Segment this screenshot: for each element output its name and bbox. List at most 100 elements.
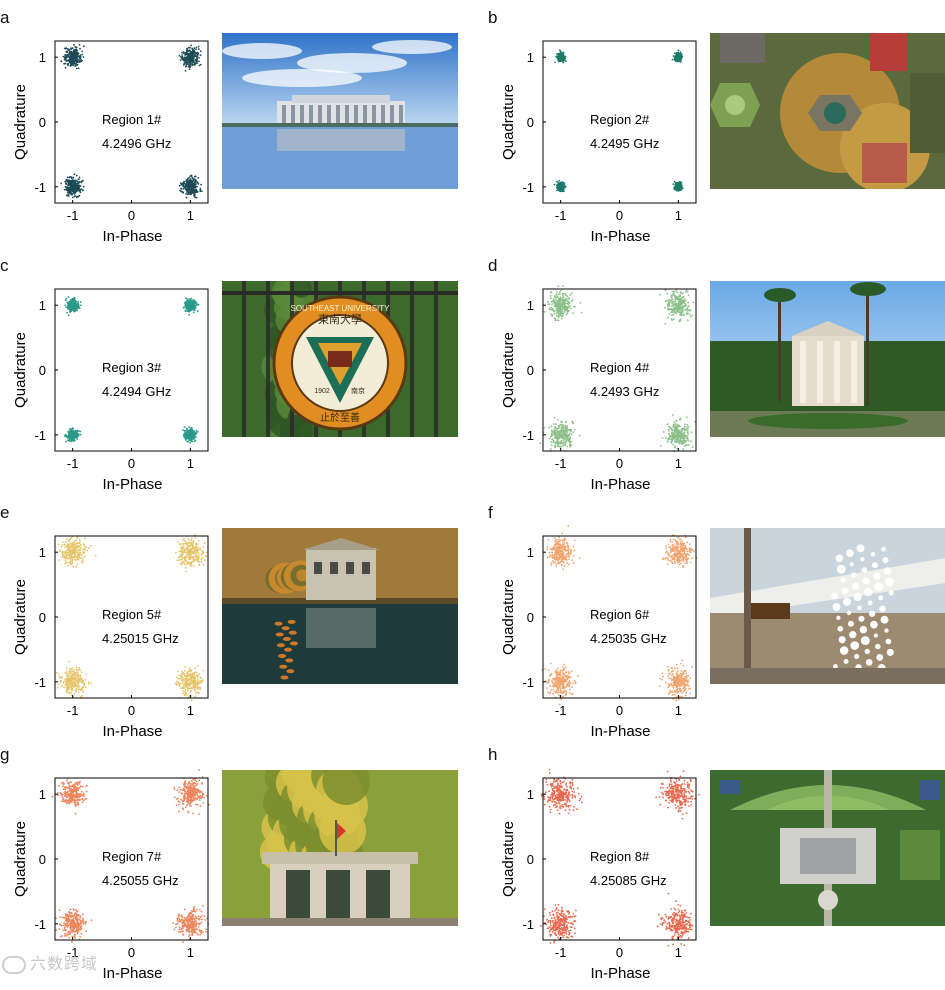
data-point bbox=[201, 553, 203, 555]
data-point bbox=[87, 550, 89, 552]
data-point bbox=[569, 294, 571, 296]
data-point bbox=[674, 52, 676, 54]
data-point bbox=[564, 444, 566, 446]
data-point bbox=[676, 420, 678, 422]
data-point bbox=[562, 428, 564, 430]
data-point bbox=[686, 416, 688, 418]
data-point bbox=[193, 191, 195, 193]
data-point bbox=[73, 432, 75, 434]
data-point bbox=[665, 437, 667, 439]
data-point bbox=[198, 183, 200, 185]
data-point bbox=[80, 59, 82, 61]
photo-drawing bbox=[710, 281, 945, 437]
data-point bbox=[561, 188, 563, 190]
data-point bbox=[679, 185, 681, 187]
data-point bbox=[191, 427, 193, 429]
data-point bbox=[551, 434, 553, 436]
data-point bbox=[204, 559, 206, 561]
data-point bbox=[194, 441, 196, 443]
data-point bbox=[79, 549, 81, 551]
data-point bbox=[64, 546, 66, 548]
data-point bbox=[677, 303, 679, 305]
y-tick-label: 0 bbox=[527, 115, 534, 130]
data-point bbox=[200, 188, 202, 190]
data-point bbox=[66, 691, 68, 693]
data-point bbox=[77, 301, 79, 303]
y-axis-label: Quadrature bbox=[12, 332, 29, 408]
data-point bbox=[565, 433, 567, 435]
data-point bbox=[66, 538, 68, 540]
data-point bbox=[550, 307, 552, 309]
x-tick-label: 0 bbox=[616, 456, 623, 471]
data-point bbox=[75, 55, 77, 57]
data-point bbox=[685, 434, 687, 436]
data-point bbox=[186, 179, 188, 181]
data-point bbox=[90, 545, 92, 547]
data-point bbox=[659, 294, 661, 296]
data-point bbox=[74, 173, 76, 175]
data-point bbox=[671, 429, 673, 431]
data-point bbox=[187, 63, 189, 65]
data-point bbox=[194, 47, 196, 49]
data-point bbox=[188, 314, 190, 316]
data-point bbox=[196, 59, 198, 61]
data-point bbox=[191, 543, 193, 545]
data-point bbox=[79, 307, 81, 309]
data-point bbox=[566, 446, 568, 448]
data-point bbox=[64, 189, 66, 191]
data-point bbox=[684, 304, 686, 306]
data-point bbox=[676, 305, 678, 307]
data-point bbox=[69, 693, 71, 695]
data-point bbox=[679, 441, 681, 443]
data-point bbox=[676, 434, 678, 436]
data-point bbox=[68, 195, 70, 197]
data-point bbox=[68, 543, 70, 545]
data-point bbox=[672, 291, 674, 293]
data-point bbox=[76, 49, 78, 51]
data-point bbox=[69, 558, 71, 560]
data-point bbox=[81, 554, 83, 556]
data-point bbox=[673, 318, 675, 320]
data-point bbox=[185, 552, 187, 554]
data-point bbox=[551, 429, 553, 431]
data-point bbox=[565, 437, 567, 439]
data-point bbox=[69, 440, 71, 442]
cluster-4 bbox=[672, 181, 683, 192]
data-point bbox=[190, 189, 192, 191]
data-point bbox=[682, 442, 684, 444]
data-point bbox=[76, 669, 78, 671]
data-point bbox=[553, 305, 555, 307]
data-point bbox=[559, 53, 561, 55]
y-tick-label: -1 bbox=[522, 180, 534, 195]
data-point bbox=[562, 297, 564, 299]
data-point bbox=[65, 183, 67, 185]
data-point bbox=[192, 435, 194, 437]
data-point bbox=[559, 301, 561, 303]
data-point bbox=[195, 559, 197, 561]
data-point bbox=[565, 442, 567, 444]
data-point bbox=[67, 565, 69, 567]
data-point bbox=[197, 310, 199, 312]
cluster-3 bbox=[64, 427, 81, 442]
frequency-label: 4.2494 GHz bbox=[102, 384, 171, 399]
data-point bbox=[671, 296, 673, 298]
data-point bbox=[182, 429, 184, 431]
data-point bbox=[195, 60, 197, 62]
data-point bbox=[194, 194, 196, 196]
data-point bbox=[67, 185, 69, 187]
data-point bbox=[560, 55, 562, 57]
data-point bbox=[558, 445, 560, 447]
data-point bbox=[687, 291, 689, 293]
data-point bbox=[198, 540, 200, 542]
data-point bbox=[678, 436, 680, 438]
data-point bbox=[195, 432, 197, 434]
data-point bbox=[76, 666, 78, 668]
data-point bbox=[556, 432, 558, 434]
data-point bbox=[192, 540, 194, 542]
data-point bbox=[667, 308, 669, 310]
data-point bbox=[65, 298, 67, 300]
data-point bbox=[573, 306, 575, 308]
data-point bbox=[80, 547, 82, 549]
data-point bbox=[72, 61, 74, 63]
